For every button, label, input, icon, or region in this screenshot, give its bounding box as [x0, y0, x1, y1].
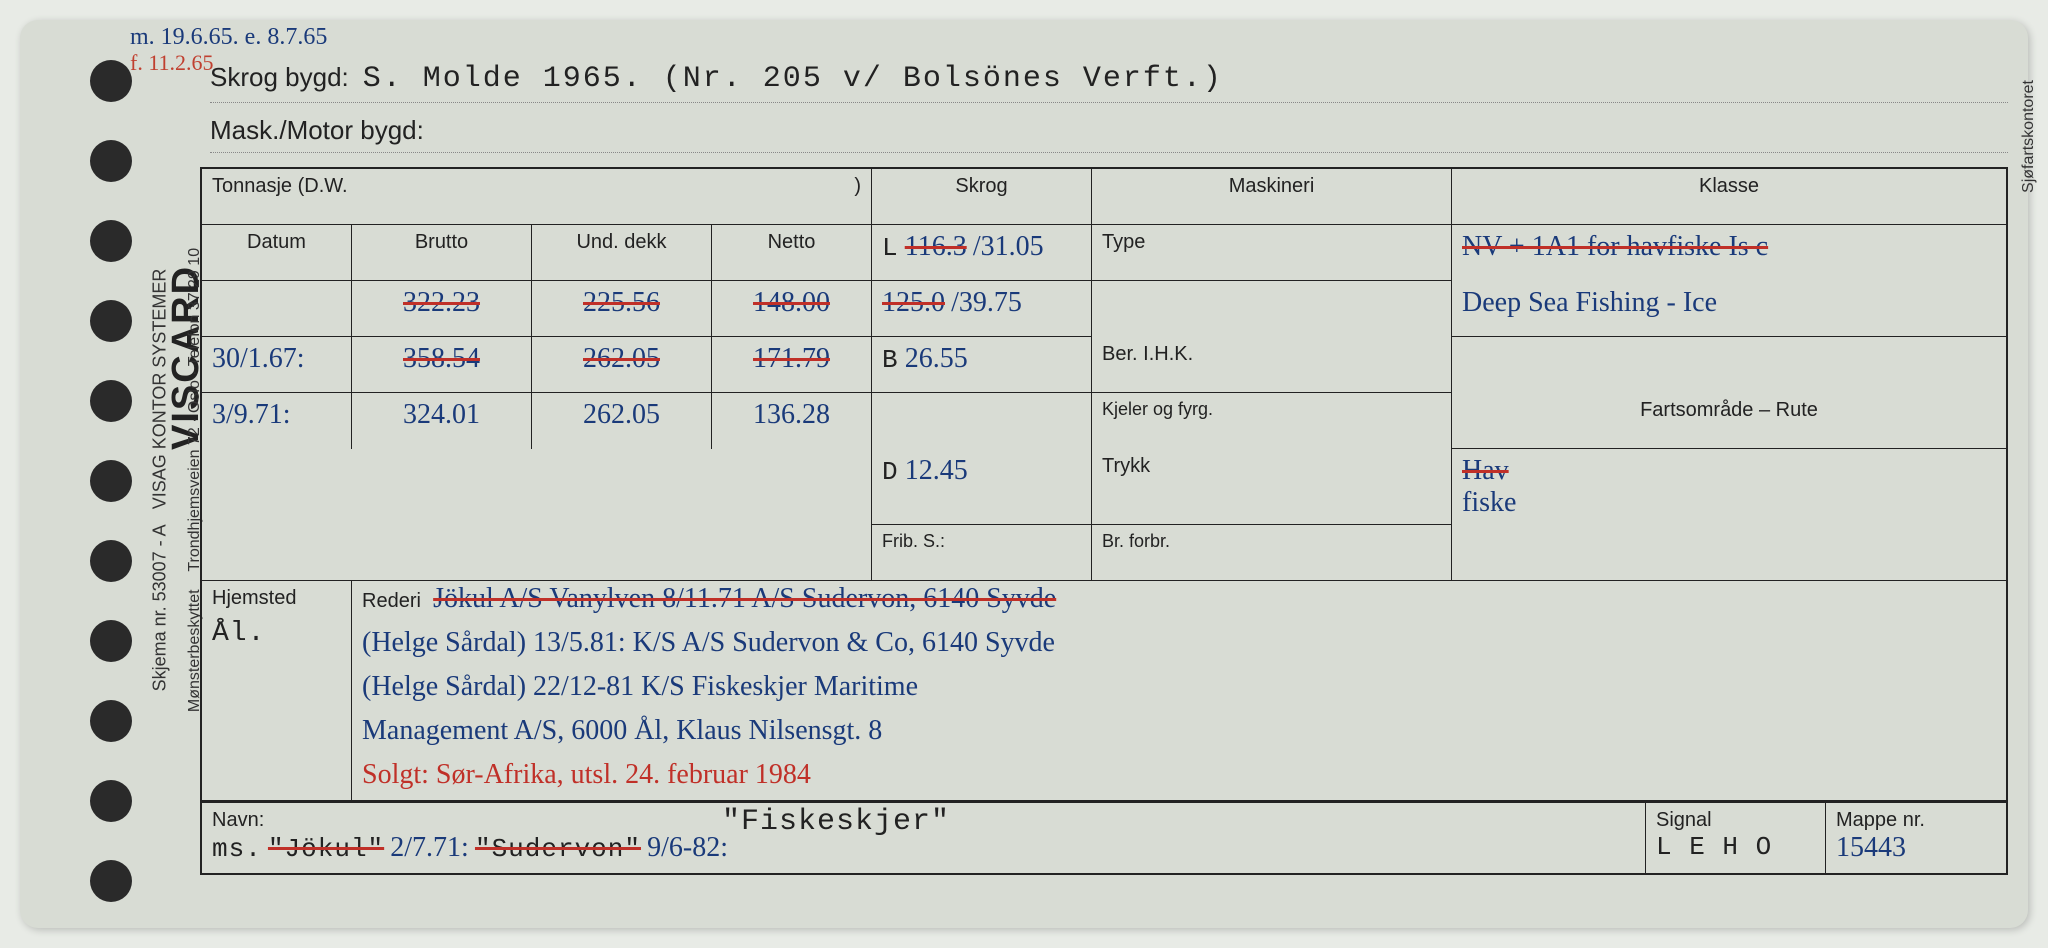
datum-header: Datum	[202, 225, 352, 281]
rederi-line-3: Management A/S, 6000 Ål, Klaus Nilsensgt…	[352, 713, 2006, 757]
skrog-bygd-value: S. Molde 1965. (Nr. 205 v/ Bolsönes Verf…	[363, 62, 1223, 96]
maskineri-header: Maskineri	[1092, 169, 1452, 225]
skrog-B: B 26.55	[872, 337, 1092, 393]
netto-header: Netto	[712, 225, 872, 281]
tonnasje-und-0: 225.56	[532, 281, 712, 337]
punch-hole	[90, 620, 132, 662]
tonnasje-empty	[202, 449, 872, 525]
tonnasje-und-1: 262.05	[532, 337, 712, 393]
tonnasje-datum-2: 3/9.71:	[202, 393, 352, 449]
punch-hole	[90, 60, 132, 102]
tonnasje-datum-0	[202, 281, 352, 337]
farts-empty	[1452, 525, 2006, 581]
skrog-bygd-label: Skrog bygd:	[210, 62, 349, 93]
skrog-L: L 116.3 /31.05	[872, 225, 1092, 281]
navn-ms: ms.	[212, 834, 262, 864]
punch-hole	[90, 860, 132, 902]
punch-hole	[90, 380, 132, 422]
punch-hole	[90, 300, 132, 342]
kjeler-label: Kjeler og fyrg.	[1092, 393, 1452, 449]
punch-hole	[90, 140, 132, 182]
br-forbr-label: Br. forbr.	[1092, 525, 1452, 581]
tonnasje-und-2: 262.05	[532, 393, 712, 449]
tonnasje-brutto-1: 358.54	[352, 337, 532, 393]
klasse-line2: Deep Sea Fishing - Ice	[1452, 281, 2006, 337]
tonnasje-netto-0: 148.00	[712, 281, 872, 337]
tonnasje-empty2	[202, 525, 872, 581]
signal-value: L E H O	[1656, 832, 1815, 862]
tonnasje-datum-1: 30/1.67:	[202, 337, 352, 393]
navn-3: "Fiskeskjer"	[722, 805, 950, 839]
signal-cell: Signal L E H O	[1646, 803, 1826, 873]
skrog-D: D 12.45	[872, 449, 1092, 525]
skrog-header: Skrog	[872, 169, 1092, 225]
navn-d2: 9/6-82:	[647, 832, 728, 863]
index-card: VISCARD Skjema nr. 53007 - A VISAG KONTO…	[20, 20, 2028, 928]
side-skjema: Skjema nr. 53007 - A VISAG KONTOR SYSTEM…	[150, 80, 171, 880]
punch-hole	[90, 460, 132, 502]
rederi-header: Rederi Jökul A/S Vanylven 8/11.71 A/S Su…	[352, 581, 2006, 625]
sjofartskontoret-label: Sjøfartskontoret	[2020, 80, 2038, 193]
bottom-row: Navn: ms. "Jökul" 2/7.71: "Sudervon" 9/6…	[200, 803, 2008, 875]
rederi-line-0: Jökul A/S Vanylven 8/11.71 A/S Sudervon,…	[433, 583, 1056, 614]
navn-1: "Jökul"	[268, 834, 384, 864]
farts-header: Fartsområde – Rute	[1452, 393, 2006, 449]
rederi-line-2: (Helge Sårdal) 22/12-81 K/S Fiskeskjer M…	[352, 669, 2006, 713]
tonnasje-brutto-2: 324.01	[352, 393, 532, 449]
mask-bygd-line: Mask./Motor bygd:	[210, 103, 2008, 153]
maskineri-type-value	[1092, 281, 1452, 337]
punch-hole	[90, 220, 132, 262]
skrog-Lmax: 125.0 /39.75	[872, 281, 1092, 337]
skrog-empty	[872, 393, 1092, 449]
klasse-header: Klasse	[1452, 169, 2006, 225]
rederi-line-4: Solgt: Sør-Afrika, utsl. 24. februar 198…	[352, 757, 2006, 801]
punch-strip	[20, 20, 170, 928]
mappe-value: 15443	[1836, 832, 1996, 864]
mask-bygd-label: Mask./Motor bygd:	[210, 115, 424, 146]
navn-cell: Navn: ms. "Jökul" 2/7.71: "Sudervon" 9/6…	[202, 803, 1646, 873]
farts-value: Hav fiske	[1452, 449, 2006, 525]
und-dekk-header: Und. dekk	[532, 225, 712, 281]
tonnasje-header: Tonnasje (D.W. )	[202, 169, 872, 225]
navn-2: "Sudervon"	[475, 834, 641, 864]
frib-label: Frib. S.:	[872, 525, 1092, 581]
punch-hole	[90, 540, 132, 582]
annotation-dates-red: f. 11.2.65	[130, 50, 214, 76]
brutto-header: Brutto	[352, 225, 532, 281]
tonnasje-netto-1: 171.79	[712, 337, 872, 393]
tonnasje-netto-2: 136.28	[712, 393, 872, 449]
skrog-bygd-line: Skrog bygd: S. Molde 1965. (Nr. 205 v/ B…	[210, 50, 2008, 103]
card-content: m. 19.6.65. e. 8.7.65 f. 11.2.65 Sjøfart…	[170, 20, 2028, 928]
annotation-dates-blue: m. 19.6.65. e. 8.7.65	[130, 24, 327, 51]
tonnasje-brutto-0: 322.23	[352, 281, 532, 337]
punch-hole	[90, 780, 132, 822]
navn-d1: 2/7.71:	[390, 832, 469, 863]
main-grid: Tonnasje (D.W. ) Skrog Maskineri Klasse …	[200, 167, 2008, 803]
rederi-line-1: (Helge Sårdal) 13/5.81: K/S A/S Sudervon…	[352, 625, 2006, 669]
klasse-line1: NV + 1A1 for havfiske Is c	[1452, 225, 2006, 281]
hjemsted-value: Ål.	[212, 618, 341, 649]
punch-hole	[90, 700, 132, 742]
hjemsted-cell: Hjemsted Ål.	[202, 581, 352, 801]
klasse-empty	[1452, 337, 2006, 393]
maskineri-type-label: Type	[1092, 225, 1452, 281]
ber-ihk-label: Ber. I.H.K.	[1092, 337, 1452, 393]
mappe-cell: Mappe nr. 15443	[1826, 803, 2006, 873]
trykk-label: Trykk	[1092, 449, 1452, 525]
